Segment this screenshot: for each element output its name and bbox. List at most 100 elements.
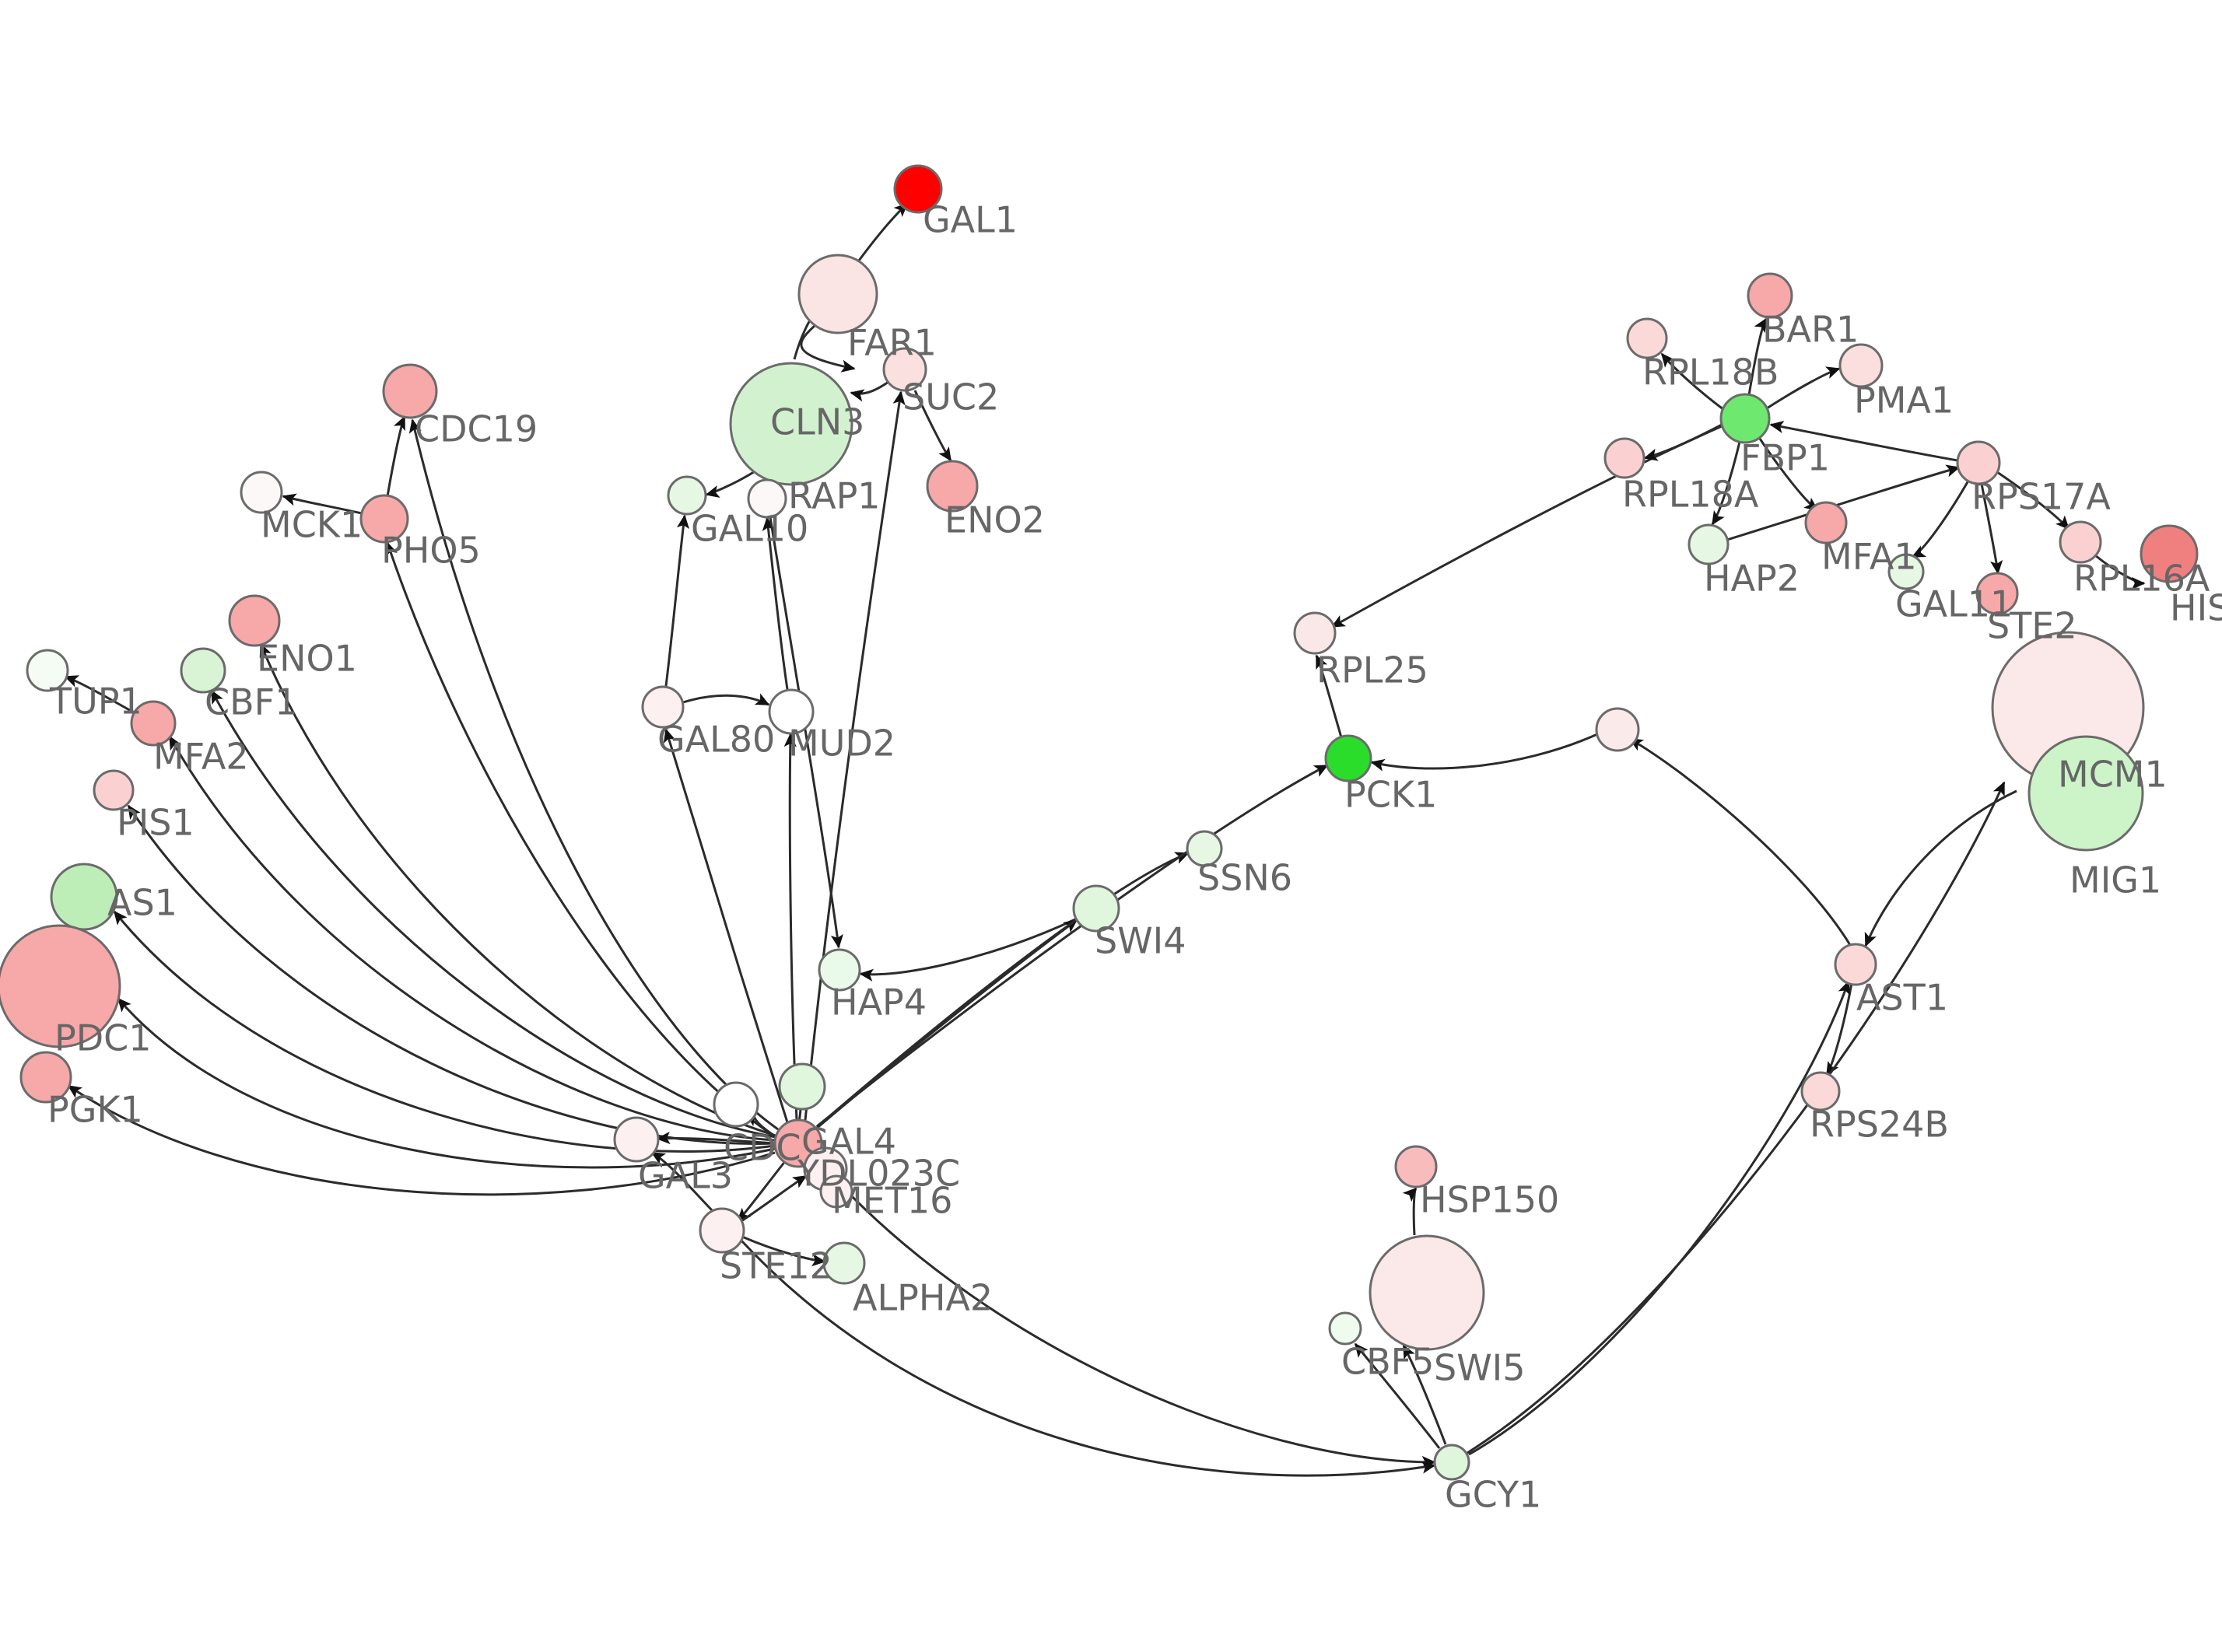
node-FAR1[interactable] <box>797 254 878 334</box>
node-CDC[interactable] <box>713 1081 759 1128</box>
node-FBP1[interactable] <box>1719 393 1771 444</box>
node-label-AST1: AST1 <box>1856 976 1948 1018</box>
edge-PCK1-to-RPL25 <box>1315 654 1343 738</box>
node-label-GAL1: GAL1 <box>923 198 1018 240</box>
edge-layer <box>64 202 2146 1477</box>
edge-FBP1-to-BAR1 <box>1747 317 1768 396</box>
node-label-MIG1: MIG1 <box>2070 859 2161 901</box>
node-CBF1[interactable] <box>180 647 226 694</box>
node-GAL80[interactable] <box>641 685 685 729</box>
edge-AST1-to-RPS24B <box>1825 982 1853 1076</box>
node-label-MCM1: MCM1 <box>2058 753 2168 795</box>
node-HAP4[interactable] <box>818 948 861 992</box>
node-STE12[interactable] <box>699 1207 745 1254</box>
node-PHO5[interactable] <box>359 494 409 544</box>
node-GAL3[interactable] <box>613 1116 660 1163</box>
node-label-MFA2: MFA2 <box>153 735 249 777</box>
node-label-BAR1: BAR1 <box>1762 308 1859 350</box>
node-label-CDC: CDC <box>724 1126 801 1168</box>
node-NODE_X[interactable] <box>1595 707 1640 752</box>
node-PIS1[interactable] <box>93 769 135 811</box>
node-PDC1[interactable] <box>0 924 121 1048</box>
node-HAP4B[interactable] <box>778 1062 826 1111</box>
edge-RPL16A-to-HIS4 <box>2094 554 2146 590</box>
edge-GCY1-to-CBF5 <box>1354 1342 1441 1449</box>
node-PGK1[interactable] <box>19 1051 72 1104</box>
node-BAR1[interactable] <box>1747 272 1793 319</box>
node-label-PDC1: PDC1 <box>54 1017 152 1059</box>
node-GCY1[interactable] <box>1433 1444 1470 1481</box>
node-HSP150[interactable] <box>1394 1145 1438 1188</box>
node-TUP1[interactable] <box>26 649 69 692</box>
node-SWI4[interactable] <box>1072 884 1120 933</box>
node-SWI5[interactable] <box>1369 1234 1485 1351</box>
node-label-RPL16A: RPL16A <box>2073 557 2210 599</box>
node-GAL10[interactable] <box>667 475 707 516</box>
node-HAP2[interactable] <box>1688 523 1730 565</box>
node-ALPHA2[interactable] <box>822 1241 866 1285</box>
edge-GAL4-to-ENO1 <box>259 642 776 1137</box>
node-MUD2[interactable] <box>768 688 815 735</box>
node-GAL11[interactable] <box>1887 553 1925 590</box>
node-label-MCK1: MCK1 <box>261 503 363 545</box>
node-RPL18A[interactable] <box>1603 437 1645 479</box>
edge-SUC2-to-ENO2 <box>913 390 952 462</box>
edge-GAL4-to-GAL80 <box>663 728 789 1123</box>
node-RPL16A[interactable] <box>2059 520 2102 564</box>
node-GAL1[interactable] <box>893 164 943 214</box>
node-ENO1[interactable] <box>228 594 281 647</box>
edge-AST1-to-NODE_X <box>1628 737 1852 946</box>
node-ENO2[interactable] <box>926 460 979 513</box>
edge-GAL4-to-CDC19 <box>408 418 779 1131</box>
edge-FAR1-to-CLN3 <box>800 324 856 373</box>
node-MCK1[interactable] <box>240 471 283 514</box>
node-label-PIS1: PIS1 <box>117 801 195 843</box>
edge-FBP1-to-RPL25 <box>1330 425 1723 628</box>
node-CBF5[interactable] <box>1328 1311 1362 1346</box>
node-label-CBF1: CBF1 <box>205 681 297 723</box>
node-MFA2[interactable] <box>130 700 177 747</box>
node-RPL18B[interactable] <box>1626 317 1668 359</box>
node-label-SWI5: SWI5 <box>1434 1346 1526 1388</box>
node-layer <box>0 164 2199 1481</box>
edge-GCY1-to-SWI5 <box>1402 1344 1447 1445</box>
node-SUC2[interactable] <box>882 347 927 392</box>
node-label-CBF5: CBF5 <box>1341 1340 1434 1382</box>
node-RPS24B[interactable] <box>1800 1071 1841 1111</box>
edge-STE12-to-YDL023C <box>738 1174 808 1224</box>
edge-RPS17A-to-FBP1 <box>1769 420 1958 462</box>
edge-GAL4-to-SSN6 <box>816 852 1190 1129</box>
edge-PHO5-to-CDC19 <box>386 415 406 497</box>
node-label-PMA1: PMA1 <box>1854 379 1954 421</box>
edge-RPS17A-to-RPL16A <box>1996 471 2070 530</box>
node-SSN6[interactable] <box>1186 830 1223 867</box>
node-PMA1[interactable] <box>1838 343 1884 388</box>
node-PCK1[interactable] <box>1324 734 1372 782</box>
node-RPL25[interactable] <box>1293 611 1337 655</box>
node-MFA1[interactable] <box>1804 501 1848 544</box>
node-CLN3[interactable] <box>729 362 853 486</box>
edge-GAL4-to-PGK1 <box>67 1084 776 1196</box>
edge-SWI5-to-HSP150 <box>1402 1187 1418 1236</box>
node-CDC19[interactable] <box>382 363 438 419</box>
edge-SWI4-to-HAP4 <box>859 918 1076 982</box>
node-AST1[interactable] <box>1834 943 1877 986</box>
node-MET16[interactable] <box>819 1174 853 1209</box>
node-label-GAL4: GAL4 <box>801 1120 896 1162</box>
node-label-FBP1: FBP1 <box>1740 436 1830 478</box>
node-STE2[interactable] <box>1975 572 2019 615</box>
node-AS1[interactable] <box>50 863 118 931</box>
edge-GAL4-to-MFA2 <box>168 735 776 1142</box>
node-label-ENO2: ENO2 <box>945 499 1045 541</box>
edge-MIG1-to-AST1 <box>1864 789 2017 947</box>
node-RPS17A[interactable] <box>1956 440 2001 485</box>
node-RAP1[interactable] <box>747 478 787 519</box>
edge-STE12-to-GCY1 <box>739 1238 1436 1477</box>
edge-FAR1-to-GAL1 <box>857 202 909 261</box>
node-HIS4[interactable] <box>2140 524 2199 583</box>
node-MIG1[interactable] <box>2027 735 2144 852</box>
node-label-RPS24B: RPS24B <box>1810 1103 1949 1145</box>
